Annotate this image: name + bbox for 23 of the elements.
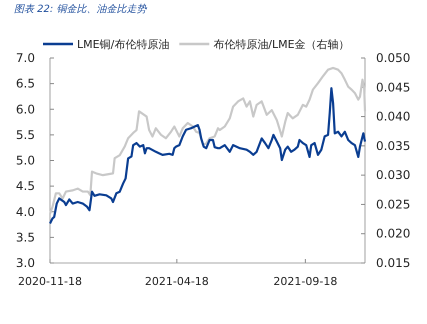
y-tick-label: 4.0: [16, 204, 35, 219]
y2-tick-label: 0.045: [376, 80, 410, 94]
y-tick-label: 6.0: [16, 102, 35, 116]
y2-tick-label: 0.040: [376, 110, 410, 124]
x-tick-label: 2021-09-18: [273, 275, 338, 288]
chart-title: 图表 22: 铜金比、油金比走势: [14, 3, 148, 15]
y-tick-label: 4.5: [16, 179, 35, 194]
y2-tick-label: 0.020: [376, 226, 410, 241]
y2-tick-label: 0.035: [376, 138, 410, 153]
y-tick-label: 6.5: [16, 76, 35, 91]
y2-tick-label: 0.025: [376, 197, 410, 212]
y-tick-label: 3.0: [16, 256, 35, 270]
y-tick-label: 3.5: [16, 230, 35, 244]
y-tick-label: 7.0: [16, 51, 35, 65]
y-tick-label: 5.0: [16, 154, 35, 168]
y2-tick-label: 0.030: [376, 168, 410, 182]
legend-label: 布伦特原油/LME金（右轴）: [213, 38, 350, 51]
y2-tick-label: 0.050: [376, 51, 410, 65]
x-tick-label: 2020-11-18: [18, 275, 82, 288]
x-tick-label: 2021-04-18: [144, 275, 209, 288]
legend-label: LME铜/布伦特原油: [77, 38, 170, 51]
y2-tick-label: 0.015: [376, 256, 410, 270]
y-tick-label: 5.5: [16, 128, 35, 142]
